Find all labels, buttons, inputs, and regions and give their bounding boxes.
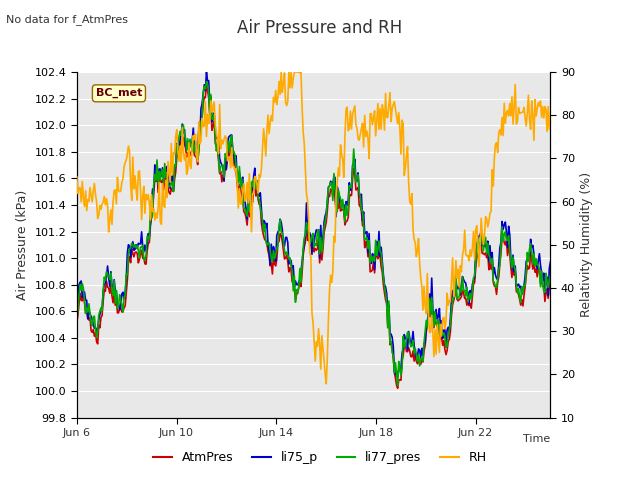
Text: Air Pressure and RH: Air Pressure and RH xyxy=(237,19,403,37)
Text: No data for f_AtmPres: No data for f_AtmPres xyxy=(6,14,129,25)
Text: BC_met: BC_met xyxy=(96,88,142,98)
Y-axis label: Relativity Humidity (%): Relativity Humidity (%) xyxy=(580,172,593,317)
Y-axis label: Air Pressure (kPa): Air Pressure (kPa) xyxy=(16,190,29,300)
Text: Time: Time xyxy=(523,434,550,444)
Legend: AtmPres, li75_p, li77_pres, RH: AtmPres, li75_p, li77_pres, RH xyxy=(148,446,492,469)
